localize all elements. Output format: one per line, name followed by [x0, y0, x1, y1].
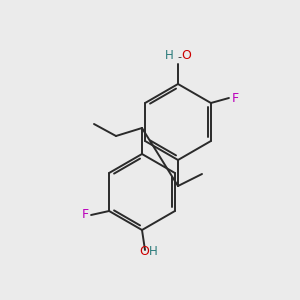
Text: H: H	[148, 245, 158, 258]
Text: O: O	[139, 245, 149, 258]
Text: -: -	[177, 52, 181, 62]
Text: H: H	[165, 49, 173, 62]
Text: O: O	[181, 49, 191, 62]
Text: F: F	[231, 92, 239, 104]
Text: F: F	[82, 208, 89, 221]
